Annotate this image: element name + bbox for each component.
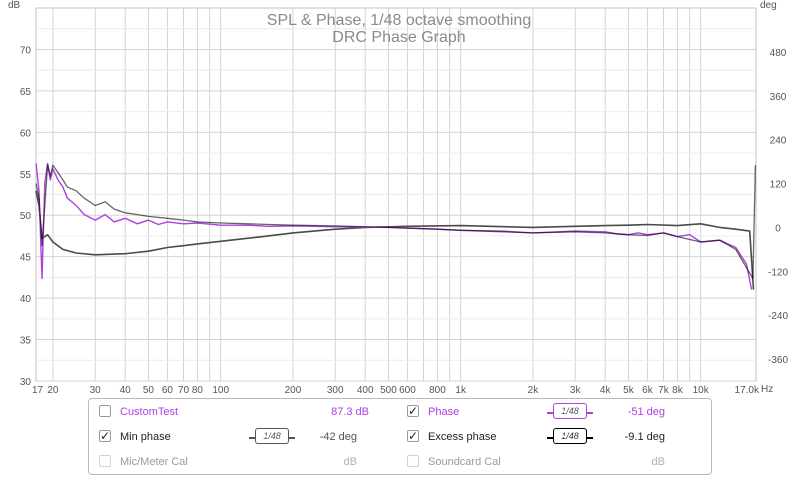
- x-tick-label: 20: [47, 385, 59, 396]
- x-tick-label: 500: [380, 385, 397, 396]
- legend-item-soundcard-cal[interactable]: Soundcard Cal dB: [407, 452, 665, 472]
- series-line-excess-phase: [35, 164, 757, 280]
- left-tick-label: 70: [20, 45, 32, 56]
- x-tick-label: 200: [285, 385, 302, 396]
- legend-panel: CustomTest 87.3 dB ✓ Phase 1/48 -51 deg …: [88, 398, 712, 475]
- left-tick-label: 35: [20, 336, 32, 347]
- excess-phase-line-swatch-left: [547, 437, 553, 439]
- x-tick-label: 6k: [642, 385, 654, 396]
- soundcard-cal-label: Soundcard Cal: [428, 456, 501, 468]
- legend-item-min-phase[interactable]: ✓ Min phase 1/48 -42 deg: [99, 427, 357, 447]
- mic-meter-cal-label: Mic/Meter Cal: [120, 456, 188, 468]
- x-tick-label: 4k: [600, 385, 612, 396]
- soundcard-cal-value: dB: [651, 456, 665, 468]
- right-tick-label: 360: [770, 92, 787, 103]
- series-line-min-phase: [35, 190, 755, 290]
- legend-item-mic-meter-cal[interactable]: Mic/Meter Cal dB: [99, 452, 357, 472]
- series-layer: [35, 162, 757, 290]
- x-tick-label: 80: [192, 385, 204, 396]
- x-tick-label: 30: [90, 385, 102, 396]
- x-tick-label: 70: [178, 385, 190, 396]
- x-axis-unit: Hz: [761, 384, 773, 395]
- x-tick-label: 2k: [528, 385, 540, 396]
- legend-item-excess-phase[interactable]: ✓ Excess phase 1/48 -9.1 deg: [407, 427, 665, 447]
- min-phase-label: Min phase: [120, 431, 171, 443]
- phase-label: Phase: [428, 406, 460, 418]
- min-phase-smoothing-badge[interactable]: 1/48: [255, 428, 289, 444]
- spl-phase-chart: 30 35 40 45 50 55 60 65 70 -360 -240 -120 0 120 240 36…: [8, 0, 788, 396]
- phase-checkbox[interactable]: ✓: [407, 404, 419, 418]
- right-tick-label: -360: [768, 355, 788, 366]
- x-tick-label: 400: [357, 385, 374, 396]
- left-tick-label: 65: [20, 87, 32, 98]
- min-phase-line-swatch-right: [289, 437, 295, 439]
- left-tick-label: 60: [20, 128, 32, 139]
- customtest-checkbox[interactable]: [99, 405, 111, 417]
- horizontal-grid: [36, 28, 756, 382]
- x-tick-label: 50: [143, 385, 155, 396]
- left-axis-ticks: 30 35 40 45 50 55 60 65 70: [20, 45, 32, 388]
- excess-phase-smoothing-badge[interactable]: 1/48: [553, 428, 587, 444]
- chart-subtitle: DRC Phase Graph: [332, 29, 465, 46]
- right-tick-label: -120: [768, 267, 788, 278]
- x-tick-label: 5k: [623, 385, 635, 396]
- soundcard-cal-checkbox[interactable]: [407, 455, 419, 467]
- phase-value: -51 deg: [627, 406, 665, 418]
- right-tick-label: -240: [768, 311, 788, 322]
- legend-item-customtest[interactable]: CustomTest 87.3 dB: [99, 402, 369, 422]
- right-axis-label: deg: [760, 0, 777, 11]
- x-tick-label: 10k: [693, 385, 710, 396]
- customtest-label: CustomTest: [120, 406, 179, 418]
- mic-meter-cal-checkbox[interactable]: [99, 455, 111, 467]
- x-tick-label: 1k: [455, 385, 467, 396]
- x-axis-ticks: 17 20 30 40 50 60 70 80 100 200 300 400 500 600 800 1k 2…: [32, 385, 760, 396]
- excess-phase-label: Excess phase: [428, 431, 497, 443]
- x-tick-label: 600: [399, 385, 416, 396]
- x-tick-label: 17: [32, 385, 44, 396]
- left-axis-label: dB: [8, 0, 21, 11]
- excess-phase-checkbox[interactable]: ✓: [407, 429, 419, 443]
- left-tick-label: 30: [20, 377, 32, 388]
- phase-line-swatch-left: [547, 412, 553, 414]
- right-tick-label: 480: [770, 48, 787, 59]
- phase-line-swatch-right: [587, 412, 593, 414]
- right-tick-label: 0: [775, 223, 781, 234]
- phase-smoothing-badge[interactable]: 1/48: [553, 403, 587, 419]
- legend-item-phase[interactable]: ✓ Phase 1/48 -51 deg: [407, 402, 665, 422]
- x-tick-label: 300: [327, 385, 344, 396]
- mic-meter-cal-value: dB: [343, 456, 357, 468]
- x-tick-label: 40: [120, 385, 132, 396]
- x-tick-label: 100: [212, 385, 229, 396]
- x-tick-label: 17.0k: [735, 385, 760, 396]
- left-tick-label: 45: [20, 253, 32, 264]
- chart-title: SPL & Phase, 1/48 octave smoothing: [267, 12, 531, 29]
- right-tick-label: 240: [770, 136, 787, 147]
- left-tick-label: 55: [20, 170, 32, 181]
- x-tick-label: 8k: [672, 385, 684, 396]
- left-tick-label: 50: [20, 211, 32, 222]
- x-tick-label: 800: [429, 385, 446, 396]
- right-axis-ticks: -360 -240 -120 0 120 240 360 480: [768, 48, 788, 366]
- customtest-value: 87.3 dB: [331, 406, 369, 418]
- right-tick-label: 120: [770, 180, 787, 191]
- x-tick-label: 3k: [570, 385, 582, 396]
- excess-phase-line-swatch-right: [587, 437, 593, 439]
- excess-phase-value: -9.1 deg: [624, 431, 665, 443]
- min-phase-value: -42 deg: [319, 431, 357, 443]
- x-tick-label: 60: [162, 385, 174, 396]
- left-tick-label: 40: [20, 294, 32, 305]
- min-phase-checkbox[interactable]: ✓: [99, 429, 111, 443]
- min-phase-line-swatch-left: [249, 437, 255, 439]
- x-tick-label: 7k: [658, 385, 670, 396]
